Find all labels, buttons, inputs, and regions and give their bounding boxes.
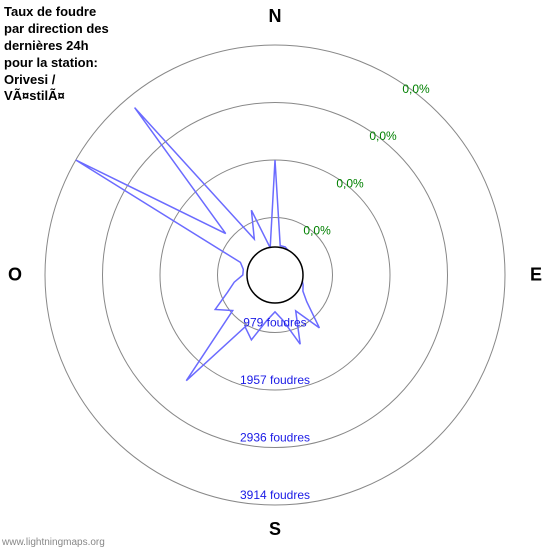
ring-count-label: 3914 foudres — [240, 488, 310, 502]
ring-count-label: 1957 foudres — [240, 373, 310, 387]
ring-count-label: 979 foudres — [243, 316, 306, 330]
ring-rate-label: 0,0% — [336, 176, 364, 190]
compass-east: E — [530, 265, 542, 286]
ring-count-label: 2936 foudres — [240, 431, 310, 445]
compass-north: N — [269, 6, 282, 27]
compass-south: S — [269, 519, 281, 540]
ring-rate-label: 0,0% — [369, 129, 397, 143]
polar-chart-container: { "title": "Taux de foudre par direction… — [0, 0, 550, 550]
chart-title: Taux de foudre par direction des dernièr… — [4, 4, 114, 105]
data-polygon — [76, 108, 320, 381]
ring-rate-label: 0,0% — [402, 82, 430, 96]
ring-rate-label: 0,0% — [303, 223, 331, 237]
credit-text: www.lightningmaps.org — [2, 537, 105, 548]
compass-west: O — [8, 265, 22, 286]
